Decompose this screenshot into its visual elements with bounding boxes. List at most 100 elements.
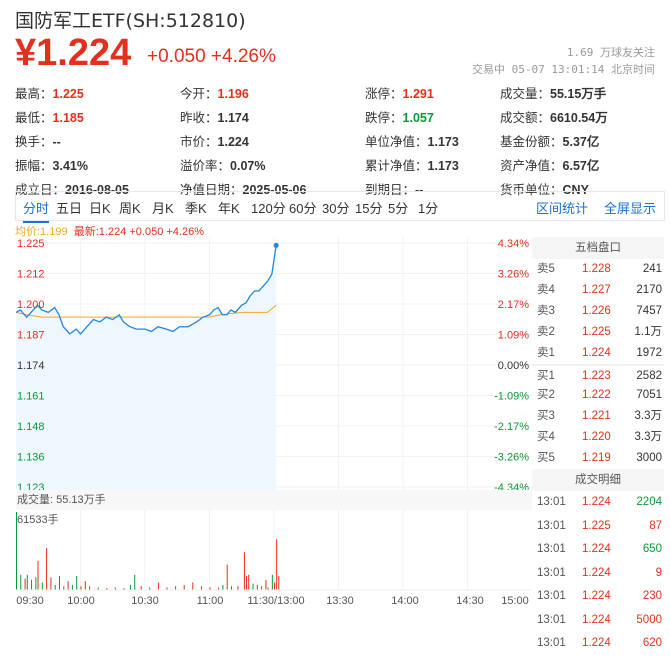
stat-value: 1.196: [217, 87, 249, 101]
intraday-chart[interactable]: 1.225 4.34% 1.212 3.26% 1.200 2.17% 1.187 1.09%…: [0, 0, 532, 614]
fullscreen-link[interactable]: 全屏显示: [603, 201, 656, 216]
followers-count: 1.69 万球友关注: [566, 46, 655, 59]
range-stats-link[interactable]: 区间统计: [535, 201, 588, 216]
stat-label: 净值日期：: [180, 183, 243, 197]
y-tick-label: 1.174: [17, 360, 45, 372]
stat-item: 累计净值：1.173: [365, 154, 459, 178]
stat-item: 振幅：3.41%: [15, 154, 88, 178]
tab-4[interactable]: 月K: [152, 201, 174, 216]
tab-7[interactable]: 120分: [251, 201, 286, 216]
stat-value: 1.185: [52, 111, 84, 125]
x-tick-label: 10:30: [131, 595, 159, 607]
level-volume: 2170: [636, 284, 662, 296]
volume-bar: [50, 577, 52, 590]
x-tick-label: 10:00: [67, 595, 95, 607]
level-label: 卖1: [537, 347, 555, 359]
stat-value: 6610.54万: [550, 111, 608, 125]
stat-label: 涨停：: [365, 87, 403, 101]
level-label: 卖3: [537, 305, 555, 317]
orderbook-row: 买2 1.222 7051: [532, 385, 664, 406]
trade-price: 1.224: [582, 613, 611, 626]
y-tick-label: 1.187: [17, 330, 45, 342]
trade-time: 13:01: [537, 590, 566, 602]
trade-row: 13:01 1.224 9: [532, 562, 664, 586]
volume-bar: [231, 586, 232, 590]
stat-label: 到期日：: [365, 183, 416, 197]
level-price: 1.220: [582, 431, 611, 443]
x-tick-label: 15:00: [501, 595, 529, 607]
trade-time: 13:01: [537, 496, 566, 508]
volume-bar: [278, 576, 280, 590]
trade-time: 13:01: [537, 543, 566, 555]
pct-tick-label: 1.09%: [498, 330, 529, 342]
stat-item: 净值日期：2025-05-06: [180, 178, 306, 202]
volume-bar: [41, 582, 43, 590]
volume-bar: [20, 574, 22, 590]
tab-10[interactable]: 15分: [355, 201, 383, 216]
stat-item: 到期日：--: [365, 178, 423, 202]
stat-value: 2016-08-05: [65, 183, 129, 197]
volume-bar: [157, 582, 159, 590]
tab-5[interactable]: 季K: [185, 201, 207, 216]
trade-row: 13:01 1.224 650: [532, 538, 664, 562]
tab-8[interactable]: 60分: [289, 201, 317, 216]
tab-2[interactable]: 日K: [89, 201, 111, 216]
volume-bar: [265, 579, 267, 590]
volume-bar: [80, 586, 82, 590]
price-change: +0.050 +4.26%: [147, 46, 276, 67]
tab-11[interactable]: 5分: [388, 201, 409, 216]
price-area: [16, 245, 277, 490]
trade-volume: 87: [649, 519, 662, 532]
volume-bar: [149, 587, 151, 590]
volume-bar: [243, 551, 245, 590]
x-tick-label: 11:30/13:00: [247, 595, 304, 607]
volume-bar: [246, 576, 248, 590]
trade-volume: 5000: [636, 613, 662, 626]
orderbook-title: 五档盘口: [532, 237, 664, 259]
trading-status: 交易中 05-07 13:01:14 北京时间: [472, 63, 655, 76]
volume-bar: [237, 586, 239, 590]
tab-6[interactable]: 年K: [218, 201, 240, 216]
trade-row: 13:01 1.225 87: [532, 515, 664, 539]
tab-1[interactable]: 五日: [56, 201, 83, 216]
volume-bar: [252, 583, 254, 590]
orderbook-row: 卖1 1.224 1972: [532, 343, 664, 364]
volume-total: 成交量: 55.13万手: [17, 492, 106, 506]
level-price: 1.225: [582, 326, 611, 338]
tab-9[interactable]: 30分: [322, 201, 350, 216]
tab-12[interactable]: 1分: [418, 201, 439, 216]
stat-value: 0.07%: [230, 159, 266, 173]
stat-label: 昨收：: [180, 111, 218, 125]
stat-label: 累计净值：: [365, 159, 428, 173]
stat-item: 换手：--: [15, 130, 61, 154]
trade-price: 1.224: [582, 496, 611, 508]
y-tick-label: 1.148: [17, 421, 45, 433]
level-volume: 3.3万: [634, 410, 663, 422]
trade-row: 13:01 1.224 2204: [532, 491, 664, 515]
level-label: 买4: [537, 431, 555, 443]
level-label: 卖2: [537, 326, 555, 338]
trade-row: 13:01 1.224 5000: [532, 609, 664, 633]
trade-price: 1.224: [582, 566, 611, 579]
tab-0[interactable]: 分时: [23, 198, 50, 223]
stat-value: 1.291: [402, 87, 434, 101]
level-label: 卖4: [537, 284, 555, 296]
y-tick-label: 1.136: [17, 452, 45, 464]
pct-tick-label: 4.34%: [498, 238, 529, 250]
stat-value: 5.37亿: [562, 135, 600, 149]
chart-legend: 均价:1.199 最新:1.224 +0.050 +4.26%: [15, 223, 204, 239]
volume-bar: [46, 548, 48, 590]
y-tick-label: 1.200: [17, 299, 45, 311]
tab-3[interactable]: 周K: [119, 201, 141, 216]
level-volume: 3.3万: [634, 431, 663, 443]
trade-row: 13:01 1.224 230: [532, 585, 664, 609]
volume-bar: [226, 564, 228, 590]
x-tick-label: 14:30: [456, 595, 484, 607]
level-label: 买5: [537, 452, 555, 464]
orderbook-row: 卖5 1.228 241: [532, 259, 664, 280]
level-label: 卖5: [537, 263, 555, 275]
trade-price: 1.224: [582, 637, 611, 649]
volume-bar: [261, 586, 263, 590]
trade-row: 13:01 1.224 620: [532, 632, 664, 656]
stat-label: 最低：: [15, 111, 53, 125]
